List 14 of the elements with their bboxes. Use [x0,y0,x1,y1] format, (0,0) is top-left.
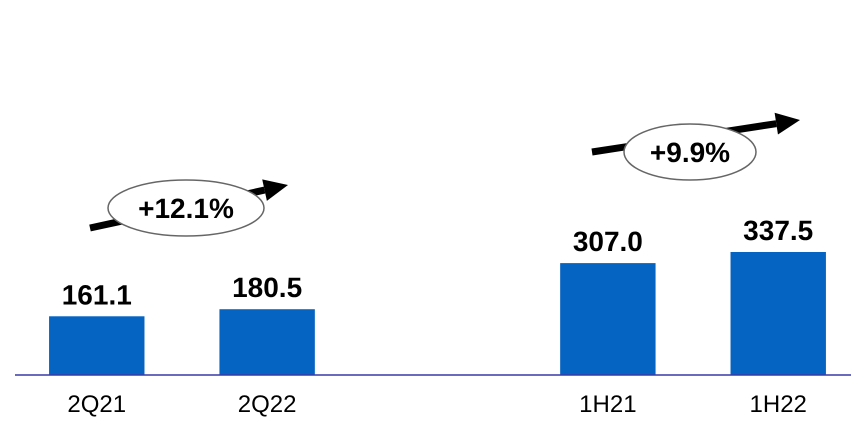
data-label: 337.5 [743,215,814,246]
bar [730,252,826,375]
data-label: 161.1 [62,279,132,310]
bar [219,309,315,375]
text: +9.9% [650,137,730,168]
data-label: 180.5 [232,272,302,304]
data-label: 307.0 [572,226,643,258]
bar [560,263,656,375]
x-tick-label: 2Q22 [238,391,296,418]
x-tick-label: 1H22 [750,391,807,418]
bar [49,316,144,375]
x-tick-label: 1H21 [579,391,637,418]
x-tick-label: 2Q21 [67,391,126,418]
text: +12.1% [138,193,234,224]
